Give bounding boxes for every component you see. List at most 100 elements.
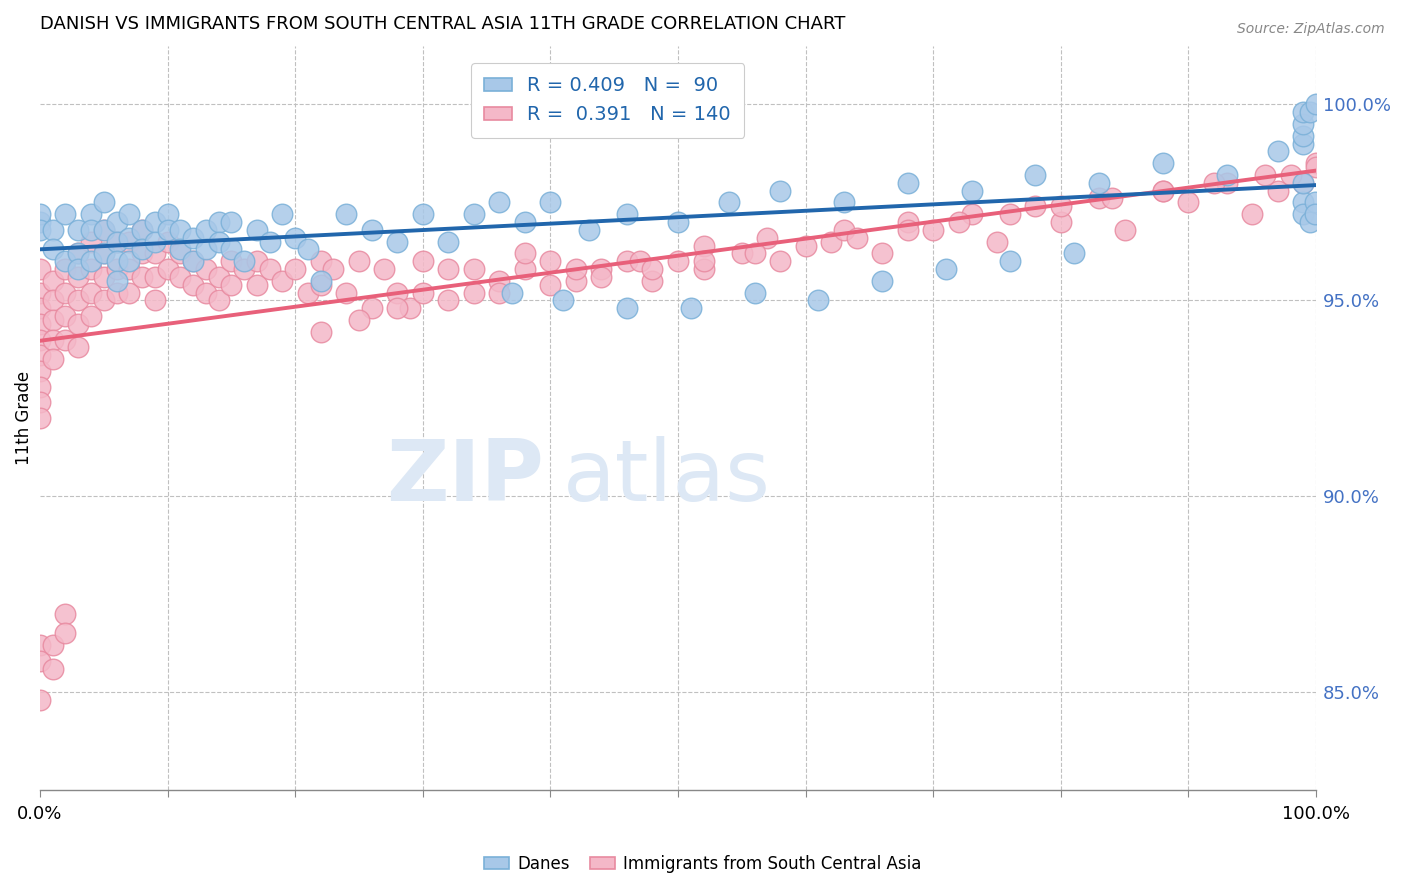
Point [80, 235, 103, 249]
Point [1305, 97, 1327, 112]
Point [105, 262, 128, 277]
Point [93, 223, 115, 237]
Point [488, 285, 510, 300]
Point [41, 243, 63, 257]
Point [845, 230, 868, 244]
Point [1292, 195, 1315, 210]
Point [309, 274, 332, 288]
Point [399, 301, 422, 316]
Point [67, 340, 90, 354]
Point [259, 235, 281, 249]
Point [960, 207, 983, 221]
Point [28, 348, 51, 362]
Point [463, 285, 485, 300]
Point [105, 235, 128, 249]
Point [55, 207, 77, 221]
Point [118, 254, 141, 268]
Point [181, 254, 204, 268]
Point [55, 333, 77, 347]
Point [169, 243, 191, 257]
Point [1215, 176, 1237, 190]
Point [28, 654, 51, 668]
Point [246, 223, 269, 237]
Point [105, 254, 128, 268]
Point [41, 223, 63, 237]
Point [1279, 168, 1302, 182]
Point [897, 223, 920, 237]
Point [1241, 207, 1264, 221]
Point [1063, 246, 1085, 260]
Point [156, 223, 179, 237]
Point [897, 176, 920, 190]
Point [221, 254, 243, 268]
Point [832, 223, 855, 237]
Point [820, 235, 842, 249]
Point [28, 333, 51, 347]
Point [538, 277, 561, 292]
Point [28, 693, 51, 707]
Point [628, 254, 651, 268]
Point [769, 184, 792, 198]
Point [41, 313, 63, 327]
Point [105, 285, 128, 300]
Point [322, 262, 344, 277]
Point [1152, 184, 1174, 198]
Point [118, 230, 141, 244]
Point [666, 215, 689, 229]
Point [131, 246, 153, 260]
Point [1292, 176, 1315, 190]
Point [207, 235, 229, 249]
Point [207, 269, 229, 284]
Point [1292, 105, 1315, 120]
Point [1152, 184, 1174, 198]
Point [309, 277, 332, 292]
Point [922, 223, 945, 237]
Point [194, 243, 217, 257]
Legend: R = 0.409   N =  90, R =  0.391   N = 140: R = 0.409 N = 90, R = 0.391 N = 140 [471, 62, 744, 137]
Point [553, 293, 575, 308]
Point [756, 230, 779, 244]
Point [1254, 168, 1277, 182]
Point [309, 325, 332, 339]
Point [131, 243, 153, 257]
Point [118, 207, 141, 221]
Point [169, 246, 191, 260]
Point [28, 638, 51, 652]
Point [309, 254, 332, 268]
Point [794, 238, 817, 252]
Point [641, 262, 664, 277]
Point [246, 254, 269, 268]
Point [118, 235, 141, 249]
Point [1298, 215, 1320, 229]
Text: atlas: atlas [564, 436, 770, 519]
Point [412, 254, 434, 268]
Point [80, 285, 103, 300]
Point [807, 293, 830, 308]
Point [67, 223, 90, 237]
Point [538, 195, 561, 210]
Point [870, 274, 893, 288]
Point [1050, 215, 1073, 229]
Point [1292, 176, 1315, 190]
Point [55, 285, 77, 300]
Point [565, 274, 588, 288]
Point [565, 262, 588, 277]
Point [41, 638, 63, 652]
Y-axis label: 11th Grade: 11th Grade [15, 371, 32, 465]
Point [360, 301, 382, 316]
Point [194, 223, 217, 237]
Point [692, 238, 714, 252]
Point [169, 223, 191, 237]
Point [93, 246, 115, 260]
Point [28, 262, 51, 277]
Point [463, 207, 485, 221]
Point [93, 293, 115, 308]
Point [131, 223, 153, 237]
Point [1114, 223, 1136, 237]
Point [437, 262, 460, 277]
Point [233, 254, 256, 268]
Point [1298, 105, 1320, 120]
Point [143, 215, 166, 229]
Point [1305, 156, 1327, 170]
Point [718, 195, 741, 210]
